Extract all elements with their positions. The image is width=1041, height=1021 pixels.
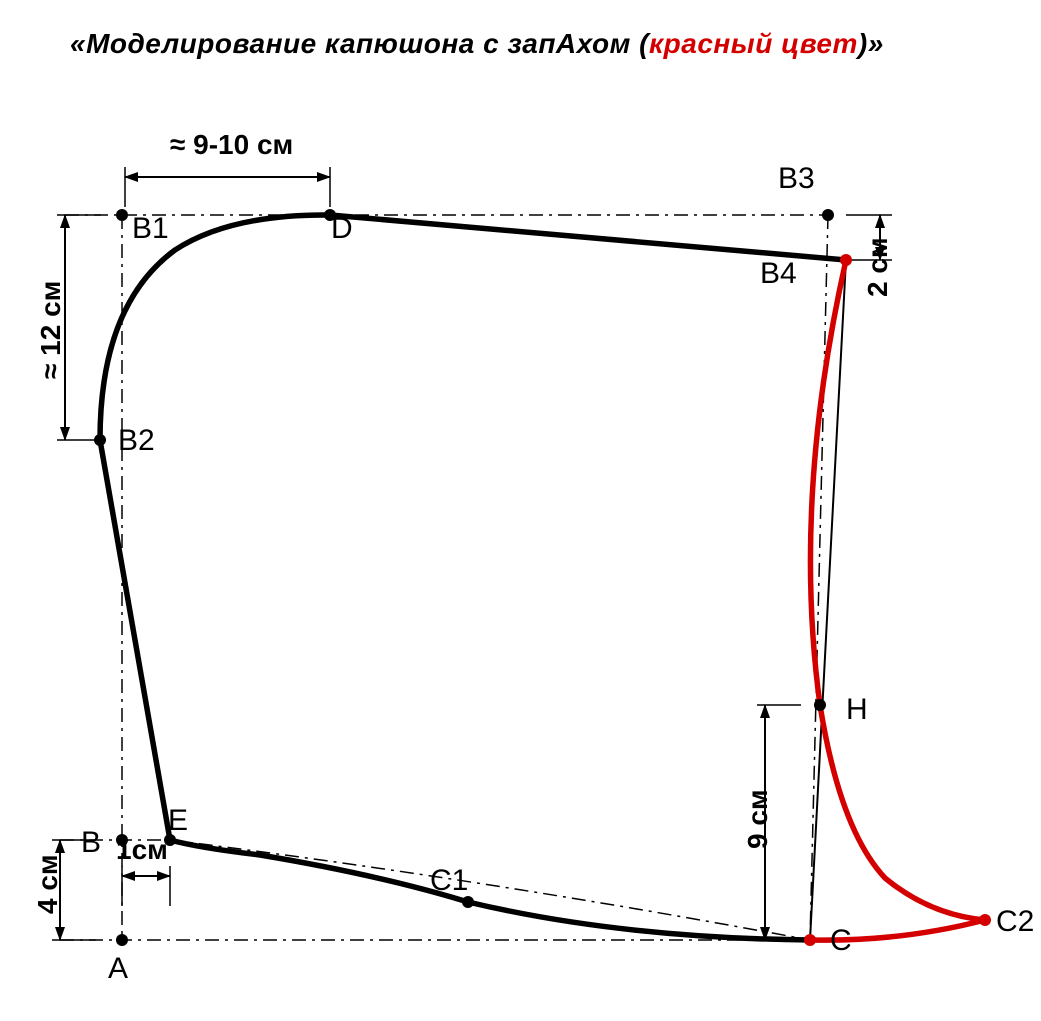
point-label-B1: B1 xyxy=(132,212,169,246)
dim-label-d_4: 4 см xyxy=(32,854,64,914)
point-label-E: E xyxy=(168,804,188,838)
point-label-C2: C2 xyxy=(996,905,1034,939)
point-label-A: A xyxy=(108,952,128,986)
point-label-B: B xyxy=(81,826,101,860)
dim-label-d_2: 2 см xyxy=(862,237,894,297)
diagram-svg xyxy=(0,0,1041,1021)
point-label-B3: B3 xyxy=(778,162,815,196)
point-label-B4: B4 xyxy=(760,257,797,291)
point-label-C1: C1 xyxy=(430,864,468,898)
dim-label-d_9_10: ≈ 9-10 см xyxy=(170,129,293,161)
point-label-D: D xyxy=(331,212,353,246)
point-label-B2: B2 xyxy=(118,424,155,458)
point-label-C: C xyxy=(830,924,852,958)
point-label-H: H xyxy=(846,693,868,727)
dim-label-d_1: 1см xyxy=(116,834,168,866)
dim-label-d_12: ≈ 12 см xyxy=(35,281,67,379)
dim-label-d_9: 9 см xyxy=(742,789,774,849)
